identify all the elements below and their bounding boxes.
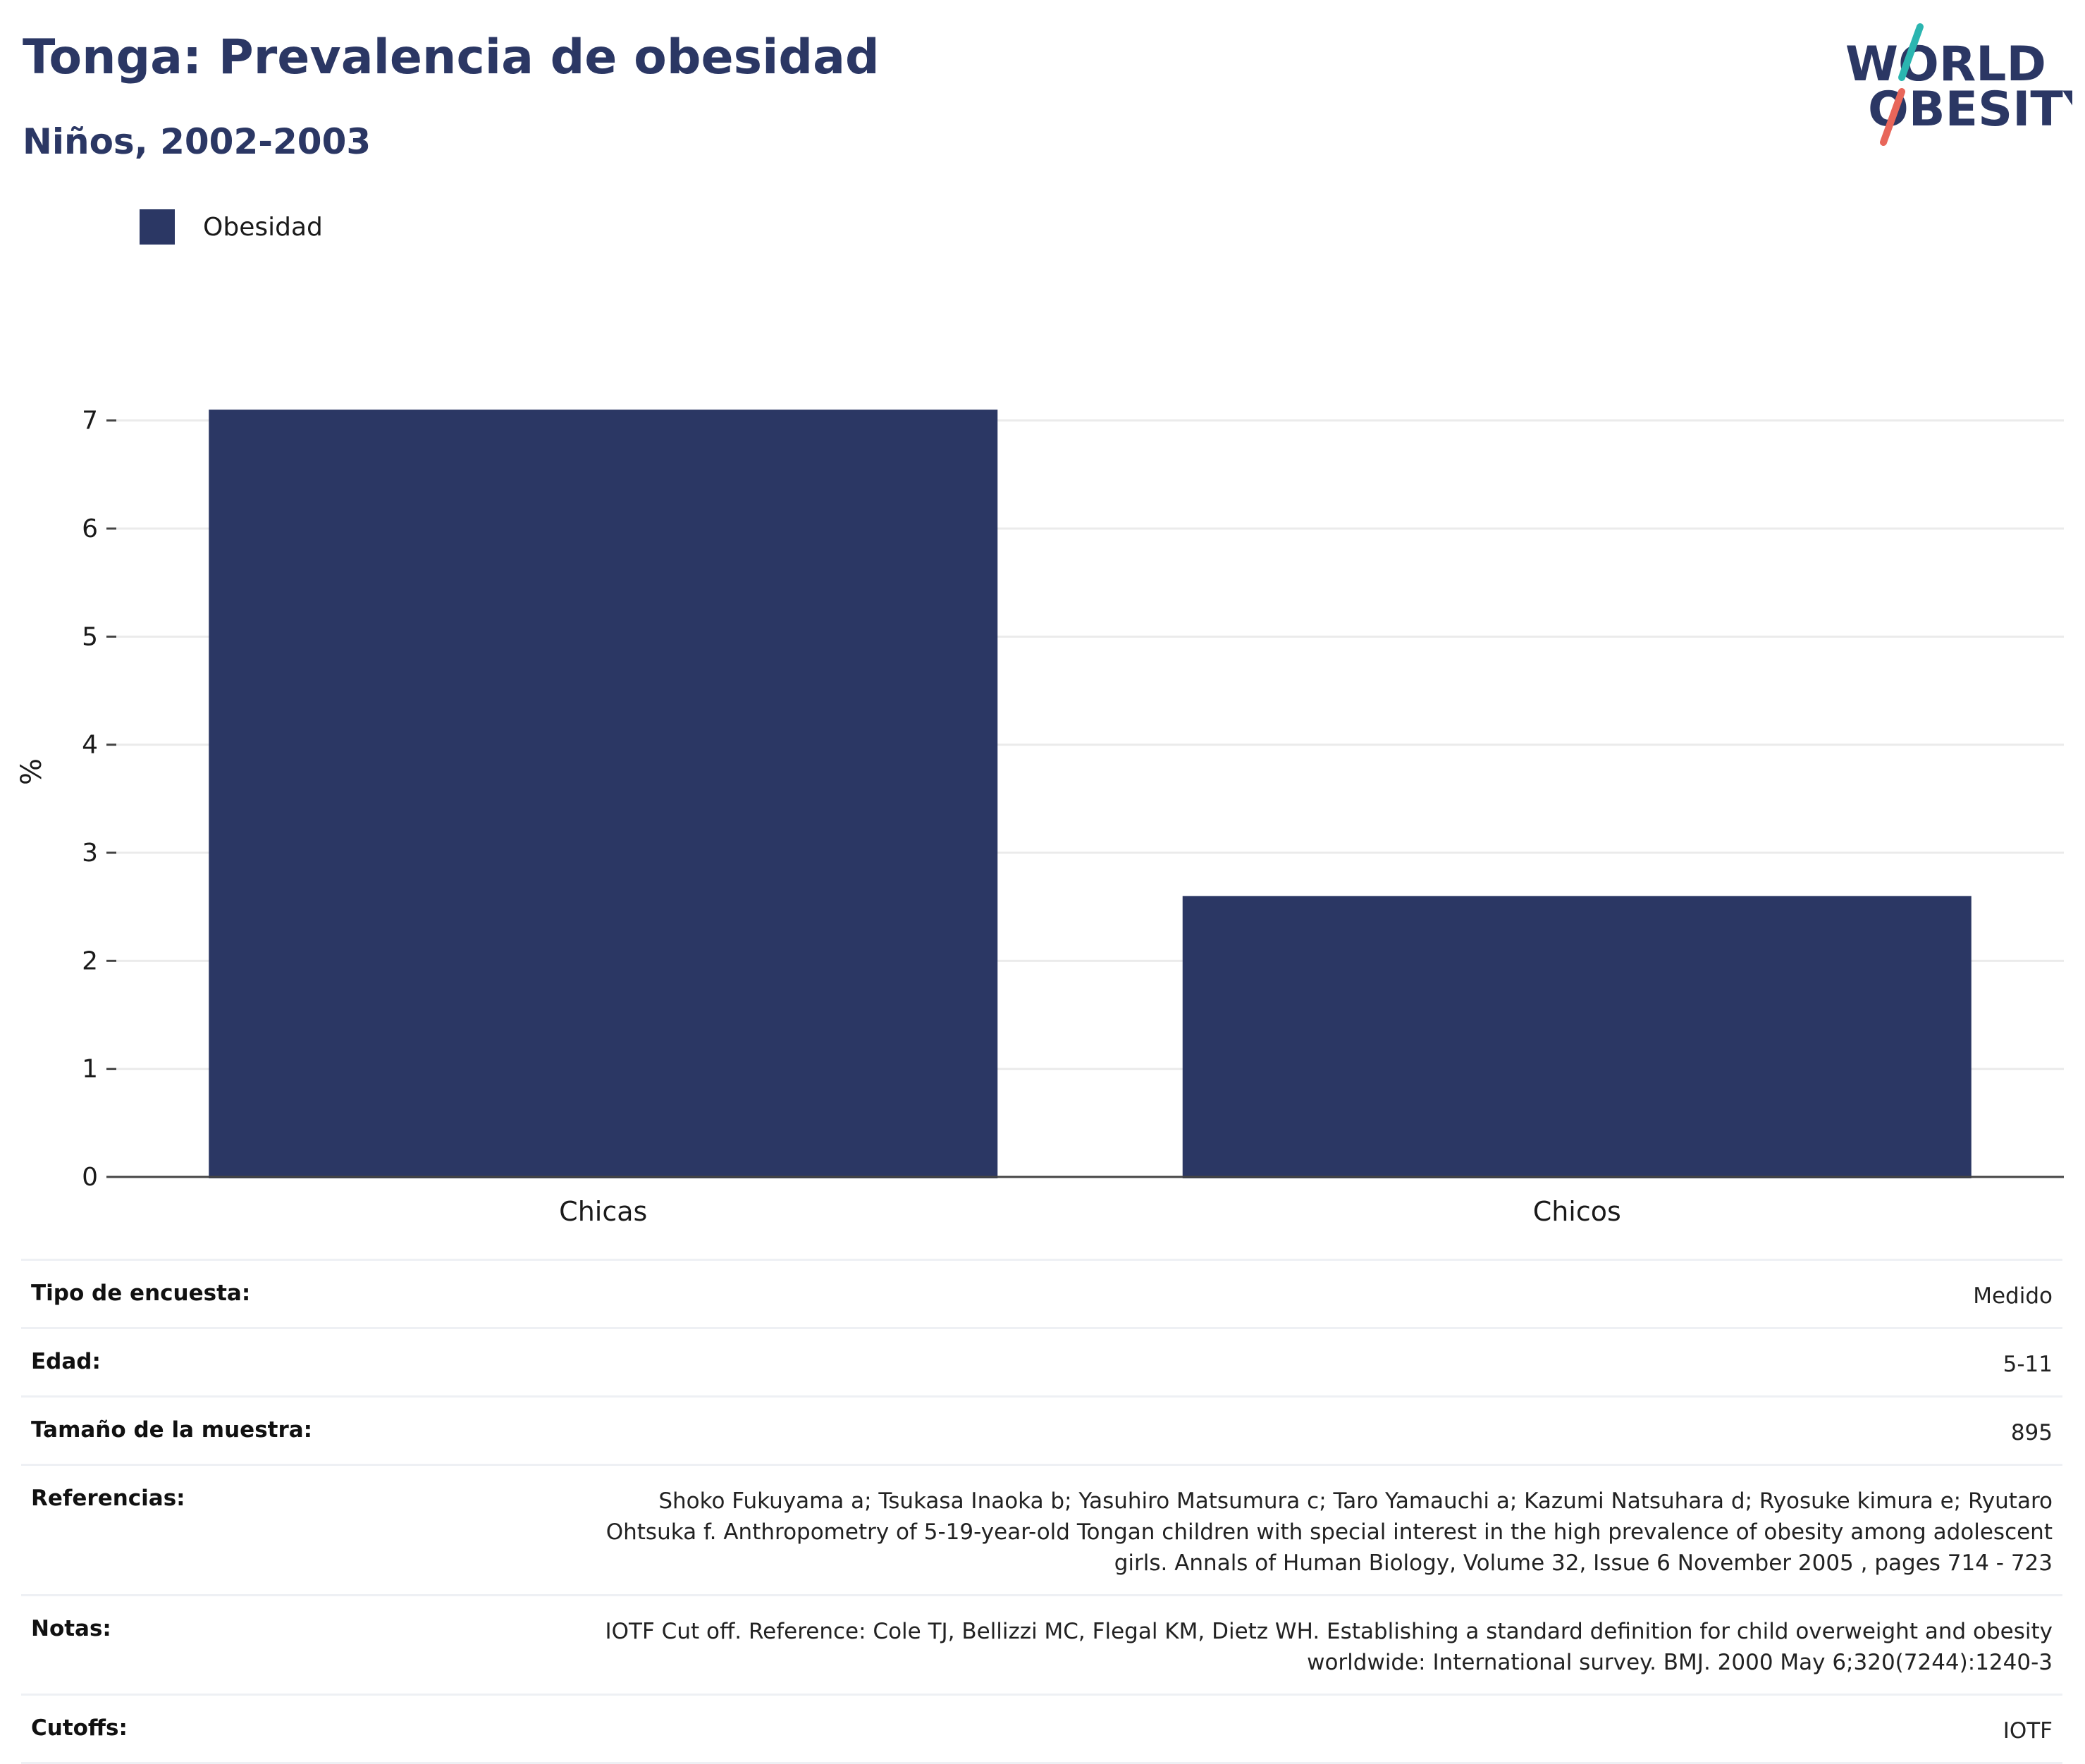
- y-tick-label: 4: [82, 731, 98, 760]
- chart-subtitle: Niños, 2002-2003: [23, 121, 371, 162]
- info-value: 5-11: [2003, 1352, 2053, 1377]
- legend-swatch: [140, 209, 175, 245]
- y-tick-label: 2: [82, 946, 98, 975]
- logo-slash-bottom: [1880, 88, 1905, 146]
- bar-chart: 0 1 2 3 4 5 6 7 Chicas Chicos %: [16, 407, 2064, 1226]
- y-tick-label: 6: [82, 514, 98, 543]
- y-tick-label: 0: [82, 1163, 98, 1192]
- y-axis-label: %: [16, 758, 48, 785]
- info-row: Cutoffs: IOTF: [21, 1696, 2062, 1764]
- world-obesity-logo: WORLD OBESITY: [1845, 23, 2072, 146]
- legend: Obesidad: [140, 209, 323, 245]
- info-row: Tipo de encuesta: Medido: [21, 1261, 2062, 1329]
- info-label: Tamaño de la muestra:: [31, 1417, 313, 1443]
- survey-info-table: Tipo de encuesta: Medido Edad: 5-11 Tamaño d…: [21, 1259, 2062, 1764]
- bars: [209, 409, 1972, 1179]
- x-tick-label: Chicas: [559, 1196, 647, 1226]
- info-label: Tipo de encuesta:: [31, 1281, 251, 1306]
- x-tick-labels: Chicas Chicos: [559, 1196, 1621, 1226]
- info-value: 895: [2010, 1420, 2053, 1445]
- info-row: Referencias: Shoko Fukuyama a; Tsukasa In…: [21, 1466, 2062, 1596]
- x-tick-label: Chicos: [1533, 1196, 1621, 1226]
- legend-label: Obesidad: [203, 212, 323, 242]
- info-row: Tamaño de la muestra: 895: [21, 1398, 2062, 1466]
- info-label: Cutoffs:: [31, 1715, 128, 1741]
- y-tick-label: 3: [82, 839, 98, 868]
- logo-slash-top: [1898, 23, 1924, 81]
- y-tick-label: 1: [82, 1055, 98, 1084]
- info-value: IOTF: [2003, 1718, 2053, 1744]
- logo-line1: WORLD: [1845, 37, 2046, 92]
- y-tick-label: 5: [82, 622, 98, 651]
- y-tick-labels: 0 1 2 3 4 5 6 7: [82, 407, 116, 1192]
- bar-chicos: [1182, 896, 1972, 1178]
- info-row: Notas: IOTF Cut off. Reference: Cole TJ, …: [21, 1596, 2062, 1696]
- info-label: Referencias:: [31, 1486, 185, 1511]
- info-value: Medido: [1973, 1283, 2053, 1309]
- bar-chicas: [209, 409, 998, 1179]
- chart-title: Tonga: Prevalencia de obesidad: [23, 30, 880, 85]
- info-label: Notas:: [31, 1616, 111, 1641]
- info-value: Shoko Fukuyama a; Tsukasa Inaoka b; Yasu…: [605, 1488, 2053, 1576]
- info-row: Edad: 5-11: [21, 1329, 2062, 1398]
- info-value: IOTF Cut off. Reference: Cole TJ, Belliz…: [605, 1619, 2053, 1675]
- info-label: Edad:: [31, 1349, 101, 1374]
- y-tick-label: 7: [82, 407, 98, 436]
